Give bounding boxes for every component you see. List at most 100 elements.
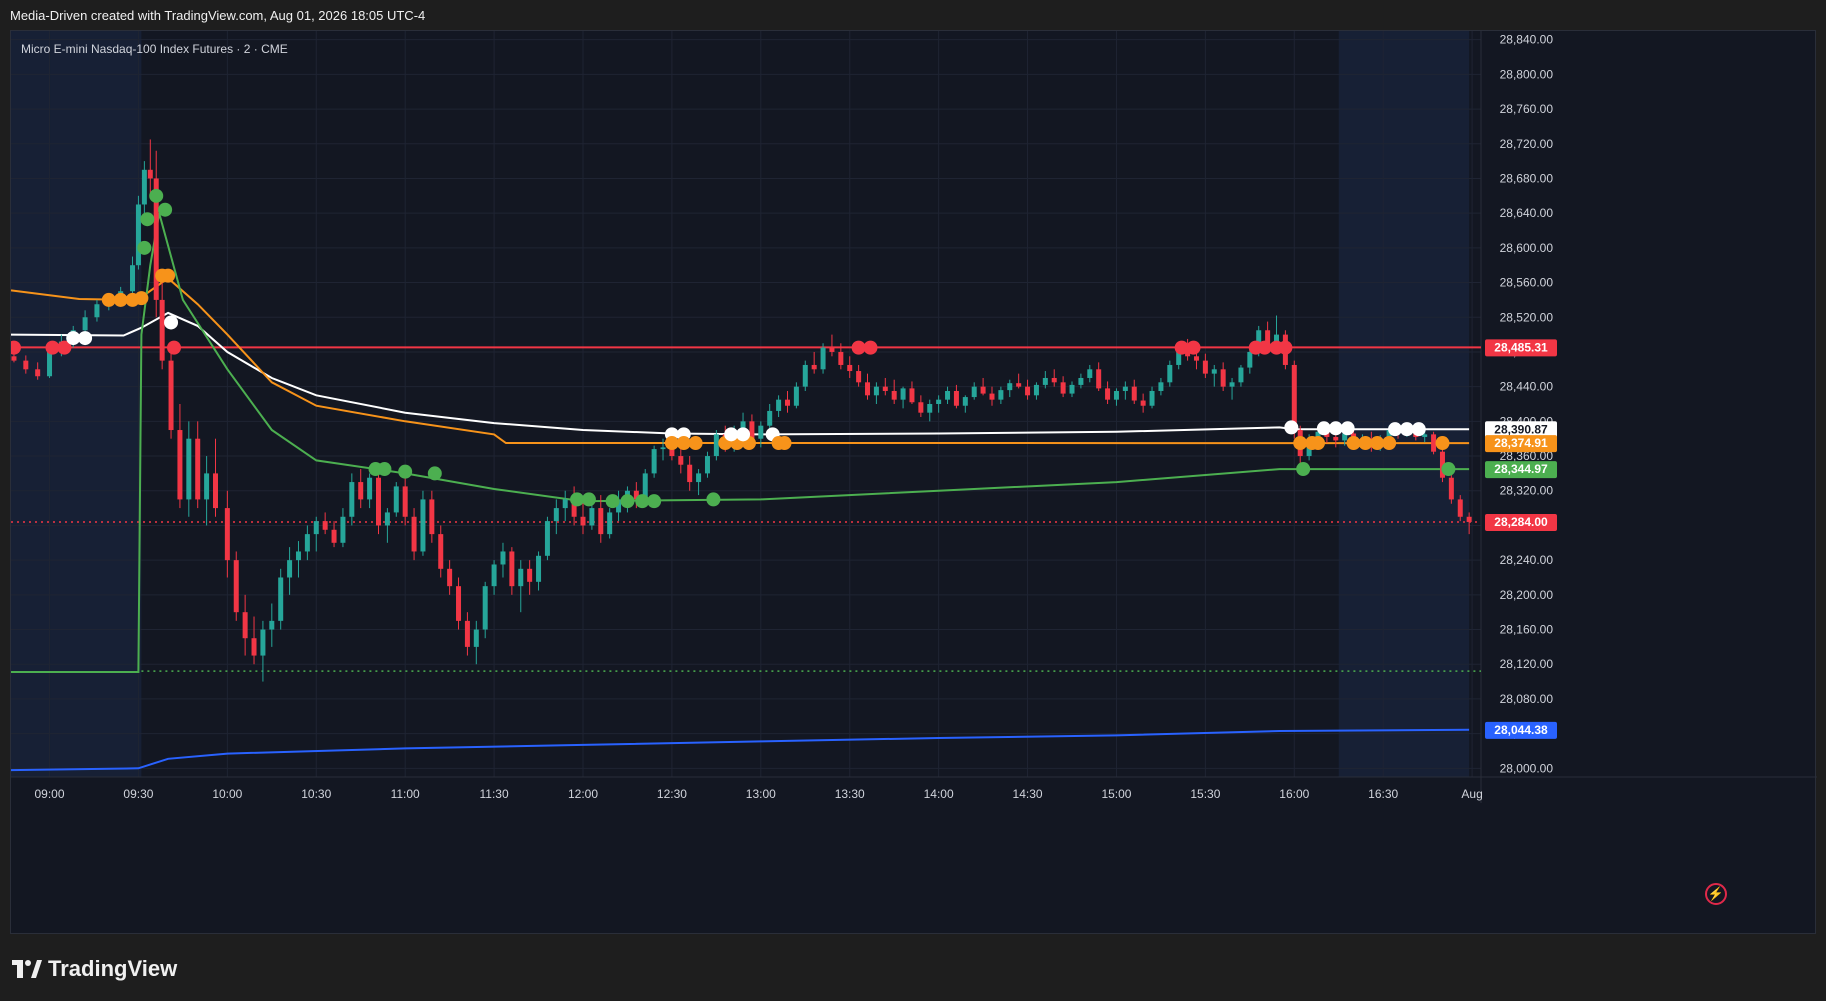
- candle-body-21: [212, 473, 218, 509]
- candle-body-142: [1291, 364, 1297, 431]
- candle-body-113: [1033, 384, 1039, 396]
- price-tag-bg-5: [1485, 721, 1557, 739]
- candle-body-68: [633, 490, 639, 500]
- signal-marker-14: [161, 268, 176, 283]
- candle-body-161: [1457, 499, 1463, 517]
- tradingview-logo[interactable]: TradingView: [12, 956, 177, 982]
- candle-body-47: [447, 568, 453, 587]
- candle-body-15: [159, 299, 165, 361]
- candle-body-2: [35, 369, 41, 377]
- candle-body-119: [1087, 369, 1093, 378]
- candle-body-74: [687, 464, 693, 483]
- candle-body-87: [802, 364, 808, 387]
- signal-marker-16: [167, 340, 182, 355]
- signal-marker-13: [158, 202, 173, 217]
- signal-marker-44: [1186, 340, 1201, 355]
- signal-marker-18: [377, 462, 392, 477]
- x-tick-label-5: 11:30: [480, 787, 509, 801]
- candle-body-14: [153, 178, 159, 300]
- candle-body-57: [536, 555, 542, 582]
- candle-body-0: [11, 356, 17, 361]
- candle-body-31: [304, 534, 310, 552]
- y-tick-label-2: 28,080.00: [1500, 692, 1554, 706]
- candle-body-23: [233, 560, 239, 613]
- candle-body-71: [660, 447, 666, 450]
- x-tick-label-0: 09:00: [35, 787, 65, 801]
- candle-body-131: [1193, 356, 1199, 361]
- candle-body-63: [589, 508, 595, 526]
- candle-body-123: [1122, 386, 1128, 391]
- x-tick-label-16: Aug: [1461, 787, 1482, 801]
- signal-marker-15: [164, 315, 179, 330]
- candle-body-66: [616, 499, 622, 513]
- candle-body-65: [607, 512, 613, 535]
- candle-body-158: [1431, 434, 1437, 452]
- chart-frame[interactable]: 28,000.0028,040.0028,080.0028,120.0028,1…: [10, 30, 1817, 935]
- candle-body-86: [793, 386, 799, 406]
- candle-body-96: [882, 386, 888, 391]
- candle-body-51: [482, 586, 488, 630]
- candle-body-126: [1149, 390, 1155, 406]
- signal-marker-30: [676, 436, 691, 451]
- candle-body-49: [464, 620, 470, 647]
- y-tick-label-8: 28,320.00: [1500, 484, 1554, 498]
- signal-marker-26: [647, 494, 662, 509]
- candle-body-102: [936, 399, 942, 404]
- candle-body-52: [491, 564, 497, 587]
- signal-marker-25: [635, 494, 650, 509]
- candle-body-125: [1140, 400, 1146, 406]
- candle-body-46: [438, 534, 444, 569]
- signal-marker-49: [1284, 420, 1299, 435]
- candle-body-101: [927, 404, 933, 413]
- candle-body-39: [376, 477, 381, 526]
- candle-body-27: [269, 620, 275, 630]
- candle-body-45: [429, 499, 435, 535]
- candle-body-40: [384, 512, 390, 526]
- candle-body-26: [260, 629, 266, 656]
- lightning-icon[interactable]: ⚡: [1705, 883, 1727, 905]
- candle-body-157: [1422, 434, 1428, 437]
- candle-body-120: [1096, 369, 1102, 389]
- candle-body-111: [1016, 383, 1022, 387]
- candle-body-109: [998, 390, 1004, 400]
- signal-marker-62: [1399, 422, 1414, 437]
- candle-body-128: [1167, 364, 1173, 383]
- candle-body-118: [1078, 377, 1084, 385]
- candle-body-6: [82, 317, 88, 331]
- signal-marker-55: [1328, 421, 1343, 436]
- candle-body-12: [141, 169, 147, 205]
- candle-body-103: [945, 390, 951, 400]
- signal-marker-53: [1310, 436, 1325, 451]
- candle-body-100: [918, 402, 924, 413]
- signal-marker-20: [427, 466, 442, 481]
- candle-body-36: [349, 482, 355, 517]
- candle-body-70: [651, 449, 657, 474]
- y-tick-label-6: 28,240.00: [1500, 553, 1554, 567]
- candle-body-129: [1176, 345, 1182, 365]
- price-chart[interactable]: 28,000.0028,040.0028,080.0028,120.0028,1…: [11, 31, 1817, 935]
- candle-body-3: [47, 350, 53, 377]
- y-tick-label-5: 28,200.00: [1500, 588, 1554, 602]
- candle-body-48: [456, 586, 462, 621]
- candle-body-108: [989, 393, 995, 400]
- candle-body-105: [962, 397, 968, 406]
- candle-body-99: [909, 388, 915, 403]
- candle-body-1: [23, 360, 29, 370]
- x-tick-label-9: 13:30: [835, 787, 865, 801]
- candle-body-138: [1256, 330, 1262, 352]
- candle-body-17: [177, 430, 183, 500]
- candle-body-104: [953, 390, 959, 406]
- candle-body-59: [553, 508, 559, 522]
- candle-body-117: [1069, 384, 1075, 394]
- candle-body-139: [1265, 330, 1271, 344]
- y-tick-label-11: 28,440.00: [1500, 380, 1554, 394]
- candle-body-64: [598, 508, 604, 535]
- candle-body-82: [758, 425, 764, 439]
- x-tick-label-15: 16:30: [1368, 787, 1398, 801]
- symbol-title: Micro E-mini Nasdaq-100 Index Futures · …: [21, 42, 288, 56]
- signal-marker-61: [1388, 422, 1403, 437]
- signal-marker-32: [706, 492, 721, 507]
- x-tick-label-12: 15:00: [1101, 787, 1131, 801]
- candle-body-80: [740, 421, 746, 431]
- x-tick-label-14: 16:00: [1279, 787, 1309, 801]
